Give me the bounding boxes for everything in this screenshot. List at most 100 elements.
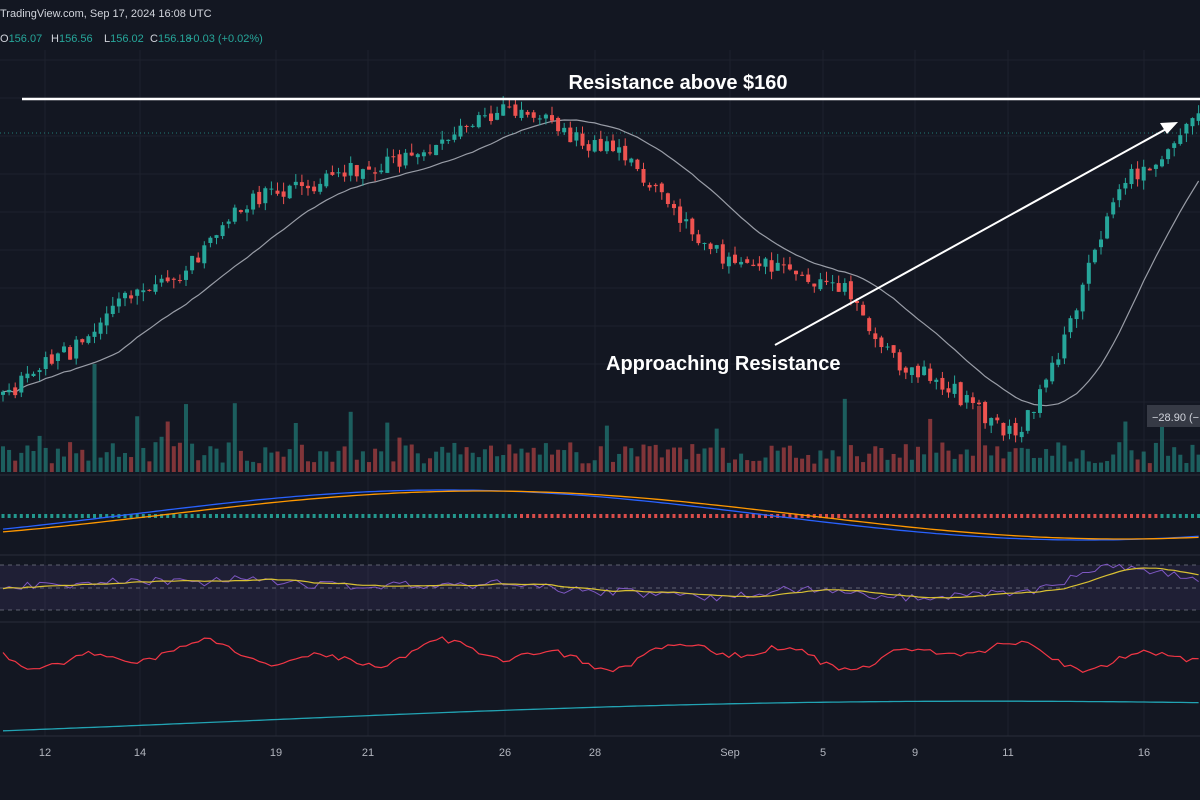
macd-hist — [757, 514, 761, 518]
macd-hist — [1001, 514, 1005, 518]
candle-body — [623, 145, 628, 161]
volume-bar — [1074, 458, 1079, 472]
candle-body — [123, 292, 127, 299]
macd-hist — [1099, 514, 1103, 518]
candle — [1, 390, 5, 402]
macd-hist — [599, 514, 603, 518]
volume-bar — [226, 442, 231, 472]
volume-bar — [617, 453, 622, 472]
candle-body — [659, 183, 664, 193]
volume-bar — [434, 451, 439, 472]
volume-bar — [348, 411, 353, 472]
candle — [1141, 159, 1146, 190]
volume-bar — [80, 449, 85, 472]
candle-body — [129, 295, 134, 299]
candles[interactable] — [1, 96, 1200, 443]
volume-bar — [1153, 442, 1158, 472]
candle-body — [672, 204, 676, 209]
candle — [1123, 177, 1128, 195]
candle-body — [806, 274, 811, 282]
ohlc-value: 156.56 — [59, 33, 93, 45]
candle — [757, 256, 762, 271]
macd-hist — [257, 514, 261, 518]
volume-bar — [421, 463, 426, 472]
time-tick: Sep — [720, 747, 740, 759]
candle — [568, 121, 573, 143]
volume-bar — [251, 461, 256, 472]
volume-bar — [257, 463, 262, 472]
candle — [873, 327, 878, 348]
volume-bar — [952, 458, 957, 472]
candle — [1135, 161, 1140, 187]
volume-bar — [330, 461, 335, 472]
macd-hist — [1, 514, 5, 518]
macd-hist — [1020, 514, 1024, 518]
candle-body — [360, 169, 365, 179]
candle-body — [507, 106, 512, 108]
candle — [885, 343, 890, 351]
candle-body — [495, 112, 500, 120]
macd-hist — [898, 514, 902, 518]
candle-body — [104, 313, 109, 326]
candle — [787, 256, 792, 271]
candle-body — [428, 152, 432, 154]
volume-bar — [13, 460, 18, 472]
candle — [1160, 155, 1164, 168]
candle-body — [1123, 182, 1128, 189]
volume-bar — [775, 450, 780, 472]
candle-body — [556, 117, 561, 132]
macd-hist — [843, 514, 847, 518]
candle-body — [458, 125, 463, 137]
volume-bar — [531, 447, 536, 472]
candle — [421, 149, 426, 161]
candle — [964, 390, 969, 409]
volume-bar — [934, 452, 939, 472]
volume-bar — [836, 456, 841, 472]
macd-hist — [1032, 514, 1036, 518]
volume-bar — [153, 442, 158, 472]
candle-body — [983, 401, 988, 424]
macd-line — [2, 489, 1199, 541]
candle-body — [629, 158, 634, 163]
macd-panel — [1, 489, 1200, 541]
volume-bar — [806, 454, 811, 472]
candle-body — [733, 254, 737, 263]
candle — [690, 217, 695, 241]
trend-arrow-line[interactable] — [774, 127, 1169, 346]
macd-hist — [635, 514, 639, 518]
volume-bar — [1013, 448, 1018, 472]
volume-bar — [1031, 457, 1036, 472]
candle — [672, 200, 676, 216]
candle — [714, 244, 719, 254]
volume-bar — [7, 449, 12, 472]
macd-hist — [495, 514, 499, 518]
macd-hist — [1050, 514, 1054, 518]
candle-body — [434, 144, 439, 156]
macd-hist — [617, 514, 621, 518]
candle-body — [909, 367, 914, 376]
candle — [1080, 282, 1085, 320]
ohlc-h: H156.56 — [51, 33, 93, 45]
candle — [245, 205, 249, 222]
candle-body — [147, 289, 152, 291]
volume-bar — [379, 451, 384, 472]
volume-bar — [1166, 455, 1171, 472]
candle-body — [958, 382, 963, 406]
candle — [184, 265, 188, 286]
macd-hist — [873, 514, 877, 518]
candle — [98, 317, 103, 340]
volume-bar — [1062, 445, 1067, 472]
volume-bar — [1123, 421, 1128, 472]
volume-bar — [800, 458, 805, 472]
candle — [531, 109, 536, 123]
volume-bar — [592, 460, 597, 472]
candle — [513, 98, 518, 119]
candle-body — [977, 402, 981, 405]
moving-average — [2, 119, 1200, 407]
candle-body — [751, 264, 756, 266]
volume-bar — [275, 451, 280, 472]
volume-bar — [1092, 463, 1097, 472]
candle-body — [1190, 118, 1195, 127]
macd-hist — [361, 514, 365, 518]
